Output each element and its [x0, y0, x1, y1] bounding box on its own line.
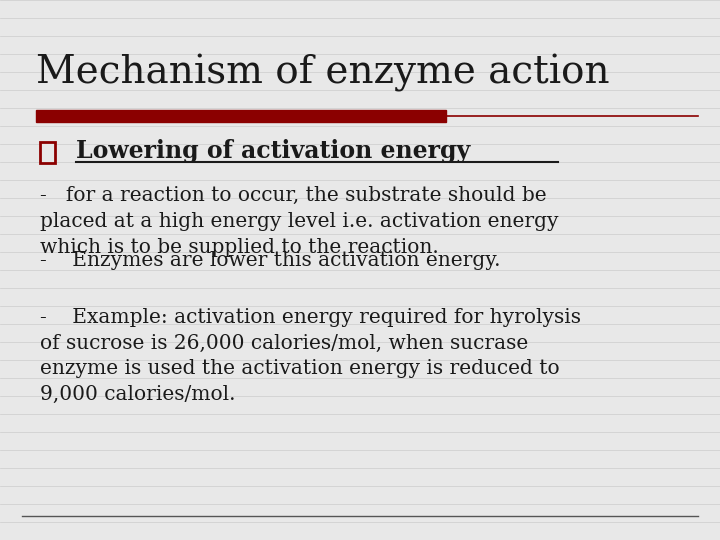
Text: Mechanism of enzyme action: Mechanism of enzyme action: [36, 54, 610, 92]
Text: -    Enzymes are lower this activation energy.: - Enzymes are lower this activation ener…: [40, 251, 500, 270]
Text: -   for a reaction to occur, the substrate should be
placed at a high energy lev: - for a reaction to occur, the substrate…: [40, 186, 558, 257]
Text: Lowering of activation energy: Lowering of activation energy: [76, 139, 470, 163]
Bar: [40, 142, 55, 163]
Text: -    Example: activation energy required for hyrolysis
of sucrose is 26,000 calo: - Example: activation energy required fo…: [40, 308, 580, 404]
Bar: [36, 110, 446, 122]
